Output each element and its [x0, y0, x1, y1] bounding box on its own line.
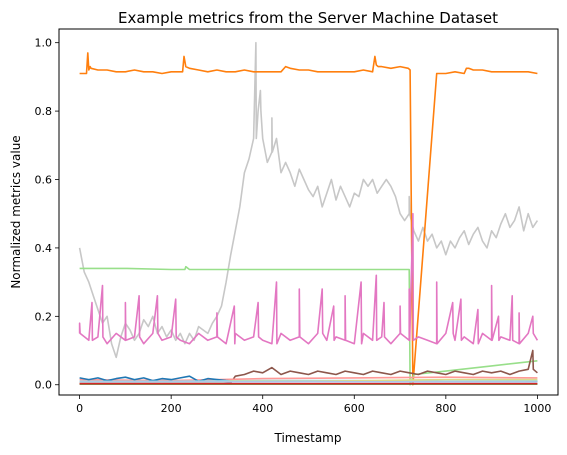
x-tick-label: 200 [161, 402, 182, 415]
y-tick-label: 0.8 [35, 105, 53, 118]
axis-ticks: 0 200 400 600 800 1000 0.0 0.2 0.4 0.6 0.8 1.0 [35, 37, 552, 415]
x-axis-label: Timestamp [274, 431, 342, 445]
y-tick-label: 0.6 [35, 174, 53, 187]
x-tick-label: 400 [252, 402, 273, 415]
series-line-3 [78, 212, 539, 345]
series-line-1 [79, 52, 538, 386]
plot-frame [58, 28, 559, 396]
x-tick-label: 800 [435, 402, 456, 415]
plot-lines [78, 41, 539, 386]
y-tick-label: 1.0 [35, 37, 53, 50]
series-line-2 [79, 265, 538, 386]
x-tick-label: 0 [76, 402, 83, 415]
y-axis-label: Normalized metrics value [9, 135, 23, 288]
series-line-4 [79, 349, 538, 384]
x-tick-label: 1000 [523, 402, 551, 415]
y-tick-label: 0.2 [35, 310, 53, 323]
y-tick-label: 0.4 [35, 242, 53, 255]
chart-title: Example metrics from the Server Machine … [118, 9, 498, 27]
series-line-0 [78, 41, 539, 359]
x-tick-label: 600 [344, 402, 365, 415]
y-tick-label: 0.0 [35, 379, 53, 392]
